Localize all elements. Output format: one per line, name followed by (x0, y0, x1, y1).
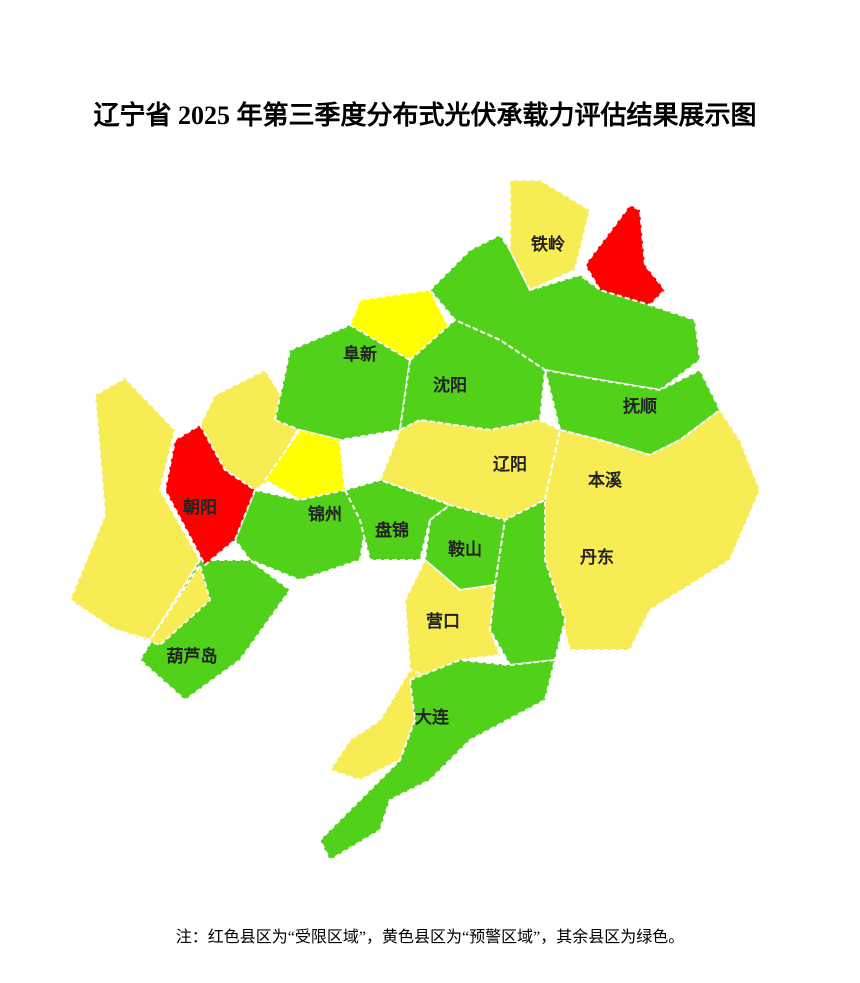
region (399, 319, 546, 431)
map (69, 179, 761, 861)
city-label: 辽阳 (493, 455, 527, 475)
region (69, 377, 201, 641)
region (584, 204, 666, 306)
city-label: 锦州 (308, 504, 342, 525)
region (344, 479, 451, 561)
city-label: 本溪 (588, 470, 623, 491)
city-label: 朝阳 (183, 497, 217, 518)
region (164, 424, 256, 566)
city-label: 沈阳 (433, 375, 467, 396)
city-label: 营口 (426, 611, 460, 632)
region (319, 659, 556, 861)
region (509, 179, 591, 291)
city-label: 鞍山 (448, 539, 482, 560)
city-label: 铁岭 (531, 234, 565, 255)
city-labels: 铁岭 阜新 沈阳 抚顺 辽阳 本溪 朝阳 锦州 盘锦 鞍山 丹东 营口 葫芦岛 … (167, 234, 658, 728)
city-label: 阜新 (343, 344, 377, 365)
map-note: 注：红色县区为“受限区域”，黄色县区为“预警区域”，其余县区为绿色。 (176, 927, 684, 946)
city-label: 盘锦 (375, 520, 409, 541)
city-label: 大连 (415, 707, 450, 728)
region (139, 559, 291, 701)
city-label: 抚顺 (623, 396, 657, 417)
city-label: 丹东 (580, 547, 614, 568)
city-label: 葫芦岛 (167, 646, 218, 667)
region (489, 499, 566, 666)
region (114, 564, 211, 646)
region (264, 429, 346, 501)
map-title: 辽宁省 2025 年第三季度分布式光伏承载力评估结果展示图 (93, 100, 756, 130)
region (234, 489, 371, 581)
